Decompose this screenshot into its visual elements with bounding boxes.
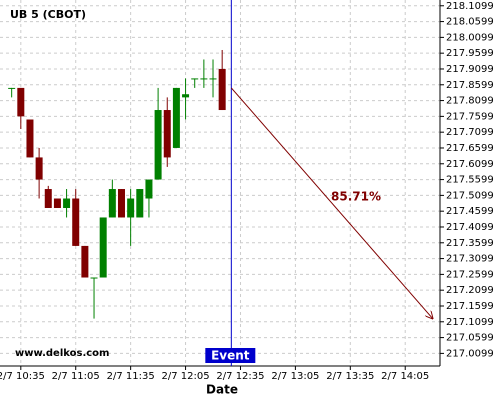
x-tick-label: 2/7 11:05 <box>52 371 100 382</box>
marks <box>8 49 226 319</box>
y-tick-label: 217.2599 <box>446 269 494 280</box>
forecast-arrow <box>230 87 432 319</box>
candle-body <box>108 189 116 218</box>
y-tick-label: 217.5099 <box>446 190 494 201</box>
y-tick-label: 217.0599 <box>446 333 494 344</box>
y-tick-label: 217.7099 <box>446 127 494 138</box>
candle-body <box>127 198 135 218</box>
candle-body <box>26 119 34 158</box>
candle-body <box>117 189 125 218</box>
candle-body <box>8 87 16 89</box>
y-tick-label: 218.1099 <box>446 1 494 12</box>
y-tick-label: 217.8599 <box>446 80 494 91</box>
y-tick-label: 218.0599 <box>446 17 494 28</box>
candle-body <box>53 198 61 208</box>
y-tick-label: 217.5599 <box>446 175 494 186</box>
candle-body <box>218 68 226 111</box>
candle-body <box>145 179 153 199</box>
y-tick-label: 217.4099 <box>446 222 494 233</box>
candle-body <box>209 78 217 80</box>
candle-body <box>81 245 89 278</box>
y-tick-label: 218.0099 <box>446 32 494 43</box>
candle-body <box>99 217 107 278</box>
x-tick-label: 2/7 13:05 <box>271 371 319 382</box>
x-axis-title: Date <box>206 383 238 397</box>
y-tick-label: 217.1599 <box>446 301 494 312</box>
x-tick-label: 2/7 12:05 <box>162 371 210 382</box>
candle-body <box>136 189 144 218</box>
candle-body <box>90 277 98 279</box>
y-tick-label: 217.9599 <box>446 48 494 59</box>
chart-title: UB 5 (CBOT) <box>10 8 86 21</box>
x-tick-label: 2/7 11:35 <box>107 371 155 382</box>
y-tick-label: 217.8099 <box>446 96 494 107</box>
candle-body <box>35 157 43 180</box>
forecast-label: 85.71% <box>331 190 381 204</box>
y-tick-label: 217.1099 <box>446 317 494 328</box>
y-tick-label: 217.0099 <box>446 348 494 359</box>
candle-body <box>182 94 190 98</box>
candle-body <box>172 87 180 148</box>
y-tick-label: 217.6099 <box>446 159 494 170</box>
y-tick-label: 217.2099 <box>446 285 494 296</box>
y-tick-label: 217.3599 <box>446 238 494 249</box>
candle-body <box>191 78 199 80</box>
candle-body <box>200 78 208 80</box>
event-box <box>205 348 256 363</box>
candle-body <box>154 110 162 180</box>
x-tick-label: 2/7 13:35 <box>326 371 374 382</box>
candle-body <box>44 189 52 208</box>
y-tick-label: 217.3099 <box>446 254 494 265</box>
y-tick-label: 217.6599 <box>446 143 494 154</box>
candle-body <box>63 198 71 208</box>
y-tick-label: 217.9099 <box>446 64 494 75</box>
event-label: Event <box>211 349 250 363</box>
candle-body <box>163 110 171 158</box>
x-tick-label: 2/7 12:35 <box>216 371 264 382</box>
y-tick-label: 217.7599 <box>446 111 494 122</box>
y-tick-label: 217.4599 <box>446 206 494 217</box>
watermark: www.delkos.com <box>15 348 109 359</box>
x-tick-label: 2/7 10:35 <box>0 371 45 382</box>
x-tick-label: 2/7 14:05 <box>381 371 429 382</box>
candle-body <box>72 198 80 246</box>
candle-body <box>17 87 25 117</box>
